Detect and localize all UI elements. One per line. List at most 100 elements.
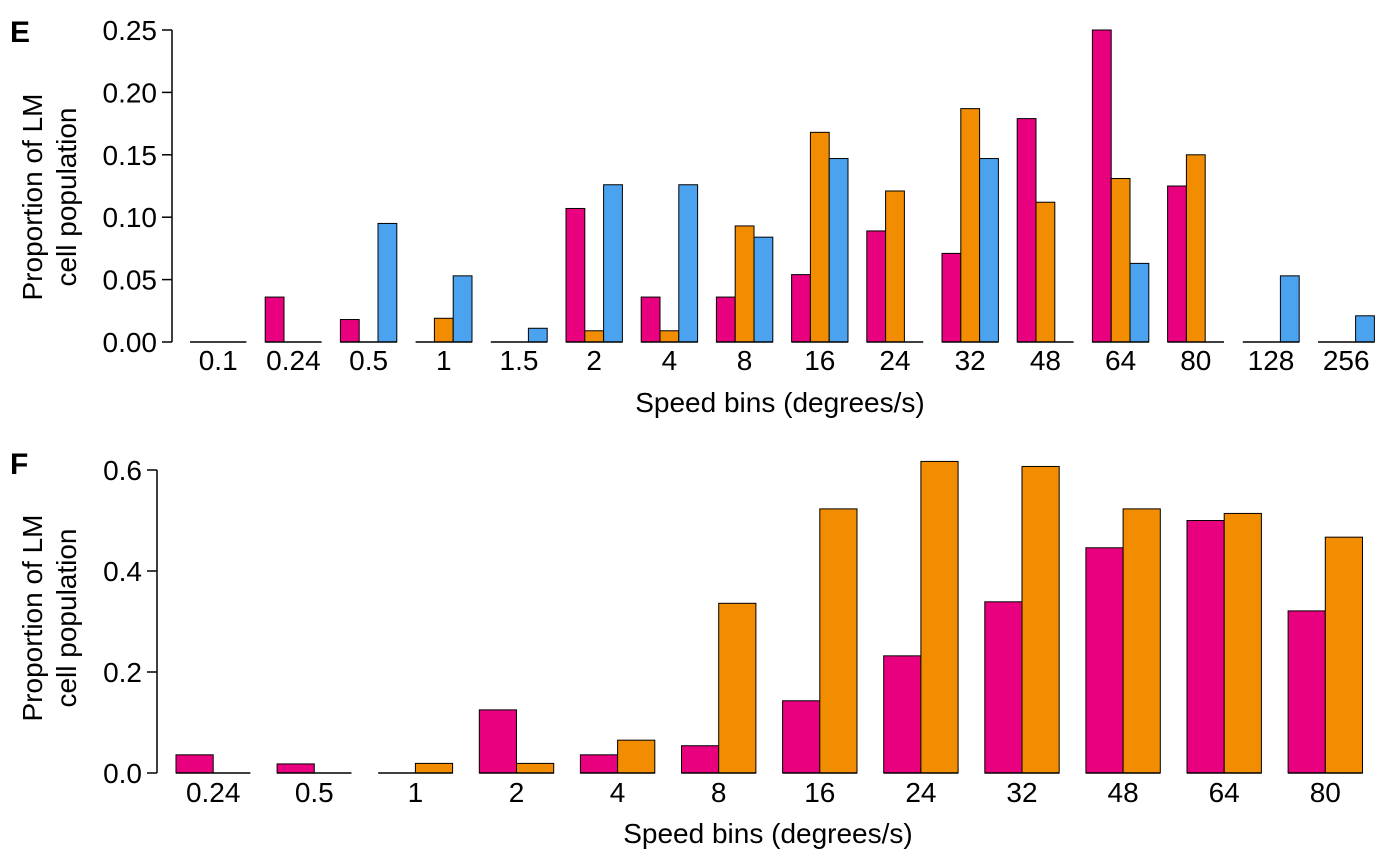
bar	[1279, 275, 1300, 343]
x-tick-label: 0.24	[266, 345, 321, 376]
x-tick-label: 16	[804, 777, 835, 808]
panel-f-x-tick-labels: 0.24 0.5 1 2 4 8 16 24 32 48 64 80	[186, 777, 1341, 808]
y-tick-label: 0.00	[103, 327, 158, 358]
x-tick-label: 48	[1030, 345, 1061, 376]
bar	[264, 296, 285, 343]
bar	[584, 330, 605, 343]
panel-e-axes: 0.00 0.05 0.10 0.15 0.20 0.25	[103, 15, 173, 358]
x-tick-label: 2	[586, 345, 602, 376]
x-tick-label: 256	[1323, 345, 1370, 376]
bar	[579, 754, 619, 774]
y-tick-label: 0.15	[103, 140, 158, 171]
bar	[1021, 465, 1060, 774]
bar	[941, 252, 962, 343]
y-tick-label: 0.0	[103, 758, 142, 789]
bar	[617, 739, 656, 774]
x-tick-label: 0.1	[199, 345, 238, 376]
bar	[782, 700, 821, 774]
panel-f-letter: F	[10, 448, 28, 481]
x-tick-label: 80	[1180, 345, 1211, 376]
bar	[984, 601, 1023, 774]
bar	[452, 275, 473, 343]
bar	[681, 745, 720, 774]
x-tick-label: 1.5	[500, 345, 539, 376]
bar	[377, 222, 398, 343]
x-tick-label: 4	[610, 777, 626, 808]
panel-e-bars	[264, 29, 1375, 343]
panel-f-chart: F Proportion of LM cell population Speed…	[10, 448, 1364, 849]
panel-e-x-tick-labels: 0.1 0.24 0.5 1 1.5 2 4 8 16 24 32 48 64 80 128 256	[199, 345, 1370, 376]
bar	[883, 655, 922, 774]
bar	[1185, 154, 1206, 343]
bar	[1223, 512, 1262, 774]
x-tick-label: 4	[662, 345, 678, 376]
panel-e-letter: E	[10, 16, 30, 49]
y-tick-label: 0.4	[103, 556, 142, 587]
bar	[920, 460, 959, 774]
bar	[1129, 262, 1150, 343]
bar	[885, 190, 905, 343]
panel-f-y-axis-title: Proportion of LM cell population	[17, 515, 82, 722]
x-tick-label: 0.24	[186, 777, 241, 808]
x-tick-label: 1	[436, 345, 452, 376]
x-tick-label: 8	[711, 777, 727, 808]
bar	[1110, 178, 1131, 343]
bar	[1085, 547, 1124, 774]
bar	[678, 184, 699, 343]
x-tick-label: 1	[408, 777, 424, 808]
panel-f-bars	[175, 460, 1364, 774]
x-tick-label: 64	[1209, 777, 1240, 808]
x-tick-label: 128	[1248, 345, 1295, 376]
bar	[1287, 610, 1326, 774]
y-tick-label: 0.20	[103, 77, 158, 108]
bar	[791, 274, 811, 343]
bar	[828, 158, 849, 343]
x-tick-label: 0.5	[349, 345, 388, 376]
bar	[718, 602, 757, 774]
x-tick-label: 2	[509, 777, 525, 808]
bar	[715, 296, 736, 343]
y-tick-label: 0.2	[103, 657, 142, 688]
x-tick-label: 8	[737, 345, 753, 376]
bar	[175, 754, 214, 774]
bar	[659, 330, 680, 343]
x-tick-label: 0.5	[295, 777, 334, 808]
bar	[1355, 315, 1375, 343]
bar	[1016, 118, 1037, 343]
x-tick-label: 24	[905, 777, 936, 808]
bar	[603, 184, 623, 343]
y-tick-label: 0.25	[103, 15, 158, 46]
bar	[276, 763, 315, 774]
y-tick-label: 0.10	[103, 202, 158, 233]
bar	[819, 508, 858, 774]
panel-f-y-title-line-2: cell population	[51, 528, 82, 707]
bar	[527, 327, 548, 343]
y-tick-label: 0.6	[103, 455, 142, 486]
panel-f-axes: 0.0 0.2 0.4 0.6	[103, 455, 158, 789]
bar	[734, 225, 755, 343]
bar	[1035, 201, 1056, 343]
x-tick-label: 32	[955, 345, 986, 376]
bar	[979, 158, 999, 343]
x-tick-label: 80	[1310, 777, 1341, 808]
x-tick-label: 24	[879, 345, 910, 376]
panel-e-y-axis-title: Proportion of LM cell population	[17, 94, 82, 301]
bar	[339, 319, 360, 343]
bar	[1324, 536, 1364, 774]
bar	[414, 762, 454, 774]
bar	[516, 762, 555, 774]
x-tick-label: 64	[1105, 345, 1136, 376]
bar	[640, 296, 661, 343]
x-tick-label: 32	[1006, 777, 1037, 808]
panel-e-x-axis-title: Speed bins (degrees/s)	[635, 387, 925, 418]
x-tick-label: 48	[1108, 777, 1139, 808]
panel-f-y-title-line-1: Proportion of LM	[17, 515, 48, 722]
bar	[866, 230, 887, 343]
panel-e-y-title-line-1: Proportion of LM	[17, 94, 48, 301]
bar	[433, 317, 454, 343]
bar	[565, 207, 586, 343]
bar	[1186, 520, 1225, 774]
bar	[1167, 185, 1187, 343]
bar	[809, 131, 830, 343]
